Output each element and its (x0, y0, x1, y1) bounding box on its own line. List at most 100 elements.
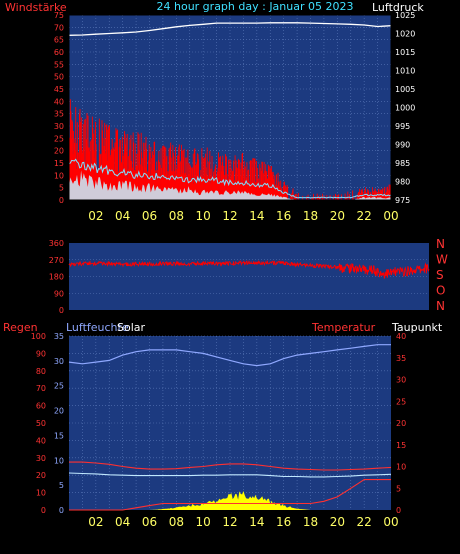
temperature-tick-label: 10 (396, 463, 406, 472)
wind-tick-label: 30 (54, 122, 64, 131)
x-tick-label: 10 (196, 209, 211, 223)
wind-tick-label: 20 (54, 147, 64, 156)
direction-line (68, 259, 430, 280)
temperature-tick-label: 15 (396, 441, 406, 450)
rain-axis-title: Regen (3, 321, 38, 334)
wind-x-ticks: 02 04 06 08 10 12 14 16 18 20 22 00 (88, 209, 398, 223)
x-tick-label: 14 (249, 209, 264, 223)
wind-tick-label: 10 (54, 171, 64, 180)
wind-axis-title: Windstärke (5, 1, 67, 14)
x-tick-label: 12 (222, 515, 237, 529)
temperature-tick-label: 40 (396, 332, 406, 341)
humidity-tick-label: 25 (54, 382, 64, 391)
pressure-tick-label: 1010 (395, 67, 415, 76)
x-tick-label: 12 (222, 209, 237, 223)
pressure-tick-label: 1005 (395, 85, 415, 94)
rain-tick-label: 100 (31, 332, 46, 341)
x-tick-label: 20 (330, 515, 345, 529)
pressure-tick-label: 1015 (395, 48, 415, 57)
rain-tick-label: 0 (41, 506, 46, 515)
climate-panel-grid (69, 335, 391, 510)
rain-tick-label: 30 (36, 454, 46, 463)
wind-panel-grid (69, 14, 391, 200)
direction-panel-grid (69, 259, 429, 294)
climate-plot (68, 344, 392, 511)
wind-tick-label: 40 (54, 97, 64, 106)
temperature-tick-label: 20 (396, 419, 406, 428)
chart-title: 24 hour graph day : Januar 05 2023 (157, 0, 354, 13)
rain-tick-label: 80 (36, 367, 46, 376)
rain-line (69, 479, 391, 511)
x-tick-label: 16 (276, 209, 291, 223)
pressure-tick-label: 995 (395, 122, 410, 131)
pressure-tick-label: 980 (395, 178, 410, 187)
temperature-axis-ticks: 0 5 10 15 20 25 30 35 40 (396, 332, 406, 515)
pressure-tick-label: 990 (395, 141, 410, 150)
pressure-line (68, 22, 392, 36)
x-tick-label: 08 (169, 515, 184, 529)
climate-x-ticks: 02 04 06 08 10 12 14 16 18 20 22 00 (88, 515, 398, 529)
rain-tick-label: 60 (36, 402, 46, 411)
wind-tick-label: 35 (54, 110, 64, 119)
humidity-axis-ticks: 0 5 10 15 20 25 30 35 (54, 332, 64, 515)
pressure-tick-label: 975 (395, 196, 410, 205)
wind-tick-label: 55 (54, 60, 64, 69)
solar-area (69, 491, 391, 510)
compass-w: W (436, 253, 448, 267)
dewpoint-line (68, 472, 392, 478)
x-tick-label: 14 (249, 515, 264, 529)
humidity-axis-title: Luftfeuchte (66, 321, 129, 334)
wind-tick-label: 75 (54, 11, 64, 20)
direction-tick-label: 270 (49, 256, 64, 265)
x-tick-label: 02 (88, 209, 103, 223)
wind-tick-label: 60 (54, 48, 64, 57)
x-tick-label: 18 (303, 515, 318, 529)
x-tick-label: 04 (115, 209, 130, 223)
wind-tick-label: 70 (54, 23, 64, 32)
pressure-axis-title: Luftdruck (372, 1, 424, 14)
rain-tick-label: 20 (36, 471, 46, 480)
temperature-tick-label: 35 (396, 354, 406, 363)
compass-n: N (436, 299, 445, 313)
pressure-tick-label: 1025 (395, 11, 415, 20)
temperature-line (69, 461, 392, 471)
rain-tick-label: 90 (36, 349, 46, 358)
compass-n: N (436, 237, 445, 251)
temperature-axis-title: Temperatur (311, 321, 376, 334)
wind-panel-frame (68, 14, 392, 201)
wind-tick-label: 45 (54, 85, 64, 94)
wind-speed-area (69, 170, 391, 200)
solar-label: Solar (117, 321, 146, 334)
x-tick-label: 16 (276, 515, 291, 529)
wind-tick-label: 25 (54, 134, 64, 143)
x-tick-label: 06 (142, 209, 157, 223)
rain-tick-label: 10 (36, 489, 46, 498)
temperature-tick-label: 0 (396, 506, 401, 515)
x-tick-label: 08 (169, 209, 184, 223)
x-tick-label: 00 (383, 209, 398, 223)
wind-tick-label: 65 (54, 36, 64, 45)
x-tick-label: 02 (88, 515, 103, 529)
direction-tick-label: 90 (54, 289, 64, 298)
pressure-tick-label: 985 (395, 159, 410, 168)
wind-average-line (68, 158, 392, 199)
wind-plot (68, 22, 392, 200)
x-tick-label: 00 (383, 515, 398, 529)
humidity-tick-label: 15 (54, 431, 64, 440)
humidity-line (68, 344, 391, 367)
rain-tick-label: 70 (36, 384, 46, 393)
x-tick-label: 04 (115, 515, 130, 529)
x-tick-label: 10 (196, 515, 211, 529)
humidity-tick-label: 20 (54, 407, 64, 416)
x-tick-label: 22 (357, 515, 372, 529)
direction-axis-ticks: 0 90 180 270 360 (49, 239, 64, 315)
pressure-axis-ticks: 975 980 985 990 995 1000 1005 1010 1015 1020 1025 (395, 11, 415, 205)
pressure-tick-label: 1020 (395, 30, 415, 39)
wind-tick-label: 0 (59, 196, 64, 205)
wind-tick-label: 15 (54, 159, 64, 168)
direction-plot (68, 259, 430, 280)
temperature-tick-label: 25 (396, 397, 406, 406)
rain-tick-label: 50 (36, 419, 46, 428)
